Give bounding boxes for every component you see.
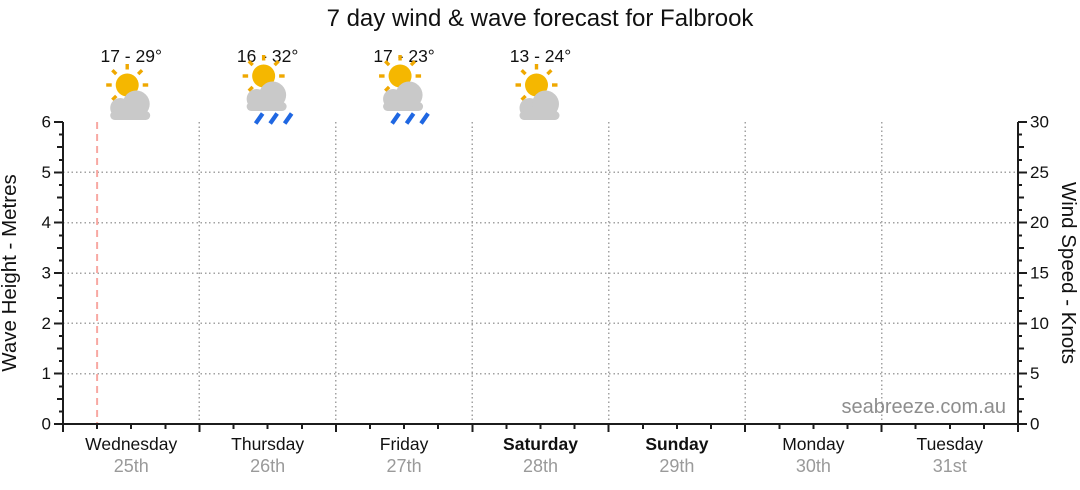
day-label: Wednesday [85,434,177,454]
sun-cloud-rain-icon [242,55,294,125]
date-label: 28th [523,456,558,476]
rain-drop [282,112,294,125]
day-label: Saturday [503,434,578,454]
cloud-part [122,90,150,118]
sun-cloud-group [515,64,560,120]
date-label: 27th [387,456,422,476]
date-label: 25th [114,456,149,476]
sun-ray [546,68,553,76]
cloud-part [532,90,559,118]
right-tick-label: 10 [1030,314,1049,333]
temp-range-label: 17 - 23° [373,46,434,66]
sun-cloud-icon [106,64,151,120]
right-tick-label: 25 [1030,163,1049,182]
day-label: Thursday [231,434,304,454]
cloud-part [259,81,287,109]
sun-ray [520,94,527,102]
temp-range-label: 16 - 32° [237,46,298,66]
sun-ray [247,85,254,93]
cloud-part [383,102,424,111]
day-label: Monday [782,434,845,454]
sun-ray [409,59,417,67]
date-label: 31st [933,456,967,476]
cloud-part [519,111,560,120]
right-tick-label: 15 [1030,264,1049,283]
sun-ray [273,59,280,67]
sun-cloud-group [106,64,151,120]
sun-cloud-group [242,55,287,111]
sun-cloud-icon [515,64,560,120]
cloud-part [110,111,151,120]
rain-drop [390,112,401,125]
temp-range-label: 17 - 29° [100,46,161,66]
left-tick-label: 4 [42,213,51,232]
rain-drop [253,112,265,125]
cloud-part [395,81,423,109]
sun-ray [111,68,118,76]
right-tick-label: 20 [1030,213,1049,232]
sun-disc [115,73,139,97]
day-label: Sunday [645,434,708,454]
temp-range-label: 13 - 24° [510,46,571,66]
right-axis-title: Wind Speed - Knots [1057,182,1080,364]
left-tick-label: 6 [42,113,51,132]
date-label: 26th [250,456,285,476]
rain-drop [404,112,416,125]
left-tick-label: 5 [42,163,51,182]
right-tick-label: 5 [1030,364,1039,383]
sun-disc [525,73,548,97]
chart-title: 7 day wind & wave forecast for Falbrook [326,5,754,32]
rain-drop [268,112,279,125]
sun-ray [520,68,527,76]
left-tick-label: 3 [42,264,51,283]
sun-ray [136,68,144,76]
sun-ray [384,85,391,93]
left-tick-label: 1 [42,364,51,383]
sun-ray [384,59,391,67]
sun-ray [111,94,118,102]
cloud-part [246,102,287,111]
sun-disc [252,64,276,88]
sun-disc [388,64,412,88]
right-tick-label: 30 [1030,113,1049,132]
date-label: 30th [796,456,831,476]
watermark: seabreeze.com.au [841,396,1006,418]
day-label: Friday [380,434,429,454]
left-axis-title: Wave Height - Metres [0,174,21,371]
day-label: Tuesday [917,434,984,454]
right-tick-label: 0 [1030,415,1039,434]
left-tick-label: 2 [42,314,51,333]
date-label: 29th [659,456,694,476]
rain-drop [419,112,430,125]
left-tick-label: 0 [42,415,51,434]
sun-ray [247,59,254,67]
sun-cloud-group [379,55,424,111]
sun-cloud-rain-icon [379,55,430,125]
